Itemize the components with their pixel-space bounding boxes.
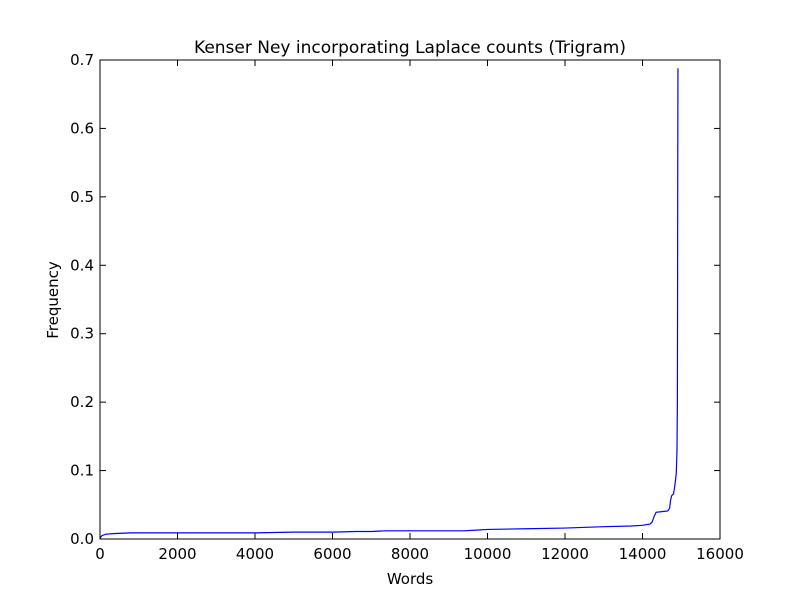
y-tick-label: 0.6 <box>70 119 94 137</box>
y-tick-label: 0.2 <box>70 393 94 411</box>
gridlines-and-ticks <box>99 59 721 540</box>
x-tick-label: 6000 <box>313 545 351 563</box>
y-tick-label: 0.4 <box>70 256 94 274</box>
x-tick-label: 12000 <box>541 545 589 563</box>
y-tick-label: 0.1 <box>70 462 94 480</box>
x-tick-labels: 0 2000 4000 6000 8000 10000 12000 14000 16000 <box>95 545 744 563</box>
x-tick-label: 14000 <box>619 545 667 563</box>
y-tick-label: 0.7 <box>70 51 94 69</box>
x-tick-label: 2000 <box>158 545 196 563</box>
x-tick-label: 4000 <box>236 545 274 563</box>
plot-frame <box>99 59 721 540</box>
x-tick-label: 10000 <box>464 545 512 563</box>
x-tick-label: 8000 <box>391 545 429 563</box>
y-tick-label: 0.5 <box>70 188 94 206</box>
chart-title: Kenser Ney incorporating Laplace counts … <box>194 38 626 58</box>
y-tick-label: 0.3 <box>70 325 94 343</box>
x-axis-label: Words <box>387 570 434 588</box>
x-tick-label: 0 <box>95 545 105 563</box>
y-tick-label: 0.0 <box>70 530 94 548</box>
y-axis-label: Frequency <box>44 261 62 339</box>
x-tick-label: 16000 <box>696 545 744 563</box>
y-tick-labels: 0.0 0.1 0.2 0.3 0.4 0.5 0.6 0.7 <box>70 51 94 548</box>
series-line <box>99 68 679 539</box>
